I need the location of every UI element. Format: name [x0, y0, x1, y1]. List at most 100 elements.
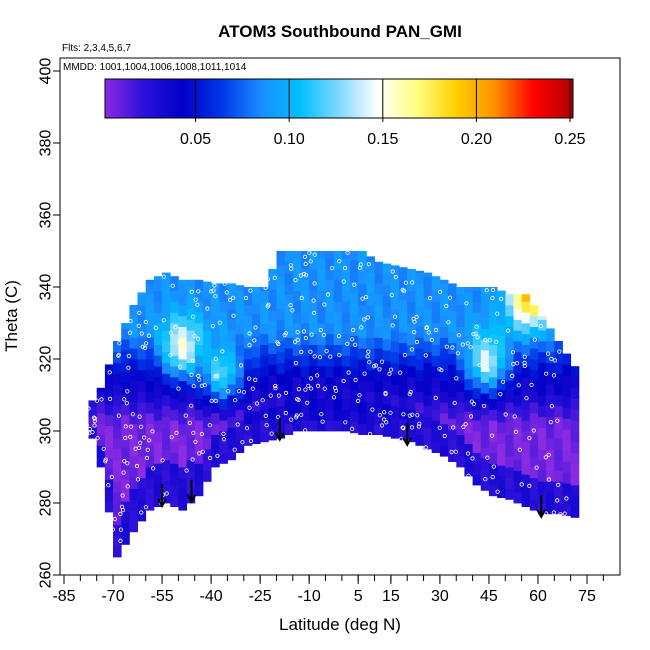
heatmap-cell — [153, 333, 163, 345]
heatmap-cell — [407, 323, 416, 335]
observation-point — [529, 382, 534, 387]
observation-point — [232, 447, 237, 452]
heatmap-cell — [366, 380, 375, 392]
observation-points — [78, 250, 569, 544]
observation-point — [522, 360, 527, 365]
heatmap-cell — [529, 456, 539, 468]
heatmap-cell — [358, 348, 367, 360]
heatmap-cell — [399, 386, 408, 398]
heatmap-cell — [104, 414, 114, 426]
heatmap-cell — [464, 287, 473, 293]
heatmap-cell — [439, 391, 449, 403]
heatmap-cell — [268, 364, 277, 376]
heatmap-cell — [268, 310, 277, 322]
heatmap-cell — [439, 359, 449, 371]
heatmap-cell — [252, 368, 261, 380]
observation-point — [275, 414, 281, 420]
heatmap-cell — [399, 310, 408, 322]
heatmap-cell — [129, 380, 138, 392]
heatmap-cell — [415, 326, 424, 338]
observation-point — [366, 262, 371, 267]
heatmap-cell — [350, 324, 359, 336]
heatmap-cell — [292, 377, 302, 389]
heatmap-cell — [194, 279, 204, 291]
heatmap-cell — [268, 396, 277, 408]
colorbar-tick-label: 0.15 — [367, 131, 398, 148]
heatmap-cell — [464, 454, 473, 466]
colorbar-tick-label: 0.25 — [554, 131, 585, 148]
heatmap-cell — [374, 348, 384, 360]
observation-point — [353, 377, 358, 383]
heatmap-cell — [399, 364, 408, 376]
heatmap-cell — [358, 283, 367, 295]
heatmap-cell — [448, 418, 457, 430]
heatmap-cell — [121, 425, 130, 437]
observation-point — [564, 496, 569, 501]
heatmap-cell — [513, 470, 523, 482]
heatmap-cell — [121, 339, 130, 351]
observation-point — [455, 351, 460, 356]
heatmap-cell — [137, 391, 147, 403]
observation-point — [351, 327, 356, 333]
heatmap-cell — [317, 279, 326, 291]
observation-point — [463, 422, 468, 427]
heatmap-cell — [170, 495, 179, 507]
heatmap-cell — [382, 328, 392, 340]
heatmap-cell — [202, 341, 212, 353]
heatmap-cell — [227, 341, 236, 353]
heatmap-cell — [219, 283, 228, 291]
heatmap-cell — [497, 454, 506, 466]
observation-point — [545, 351, 551, 356]
heatmap-cell — [317, 420, 326, 432]
observation-point — [293, 277, 298, 283]
heatmap-cell — [480, 287, 490, 297]
heatmap-cell — [178, 326, 187, 338]
observation-point — [295, 397, 300, 402]
observation-point — [546, 477, 552, 482]
heatmap-cell — [439, 402, 449, 414]
heatmap-cell — [219, 290, 228, 302]
observation-point — [248, 288, 253, 293]
heatmap-cell — [546, 341, 555, 353]
heatmap-cell — [129, 348, 138, 360]
heatmap-cell — [268, 418, 277, 430]
heatmap-cell — [235, 420, 245, 432]
heatmap-cell — [104, 371, 114, 383]
observation-point — [231, 313, 236, 318]
observation-point — [122, 397, 127, 402]
heatmap-cell — [521, 312, 531, 324]
heatmap-cell — [488, 333, 498, 345]
observation-point — [311, 310, 317, 315]
heatmap-cell — [423, 416, 433, 428]
heatmap-cell — [456, 413, 465, 425]
heatmap-cell — [186, 308, 196, 320]
heatmap-cell — [121, 414, 130, 426]
heatmap-cell — [341, 387, 351, 399]
observation-point — [221, 431, 226, 436]
observation-point — [199, 431, 204, 437]
observation-point — [273, 383, 278, 389]
observation-point — [306, 383, 311, 388]
heatmap-cell — [390, 287, 400, 299]
heatmap-cell — [415, 305, 424, 317]
heatmap-cell — [521, 495, 531, 507]
observation-point — [303, 335, 308, 341]
heatmap-cell — [252, 346, 261, 358]
heatmap-cell — [162, 341, 171, 353]
heatmap-cell — [513, 427, 523, 439]
heatmap-cell — [137, 434, 147, 446]
heatmap-cell — [309, 398, 318, 410]
heatmap-cell — [252, 287, 261, 293]
heatmap-cell — [260, 387, 269, 399]
observation-point — [236, 388, 242, 394]
observation-point — [283, 410, 288, 416]
observation-point — [370, 407, 375, 412]
heatmap-cell — [129, 456, 138, 468]
heatmap-cell — [562, 494, 572, 506]
heatmap-cell — [325, 355, 335, 367]
observation-point — [197, 451, 202, 456]
heatmap-cell — [464, 432, 473, 444]
observation-point — [317, 355, 323, 360]
heatmap-cell — [276, 319, 286, 331]
observation-point — [511, 361, 516, 367]
